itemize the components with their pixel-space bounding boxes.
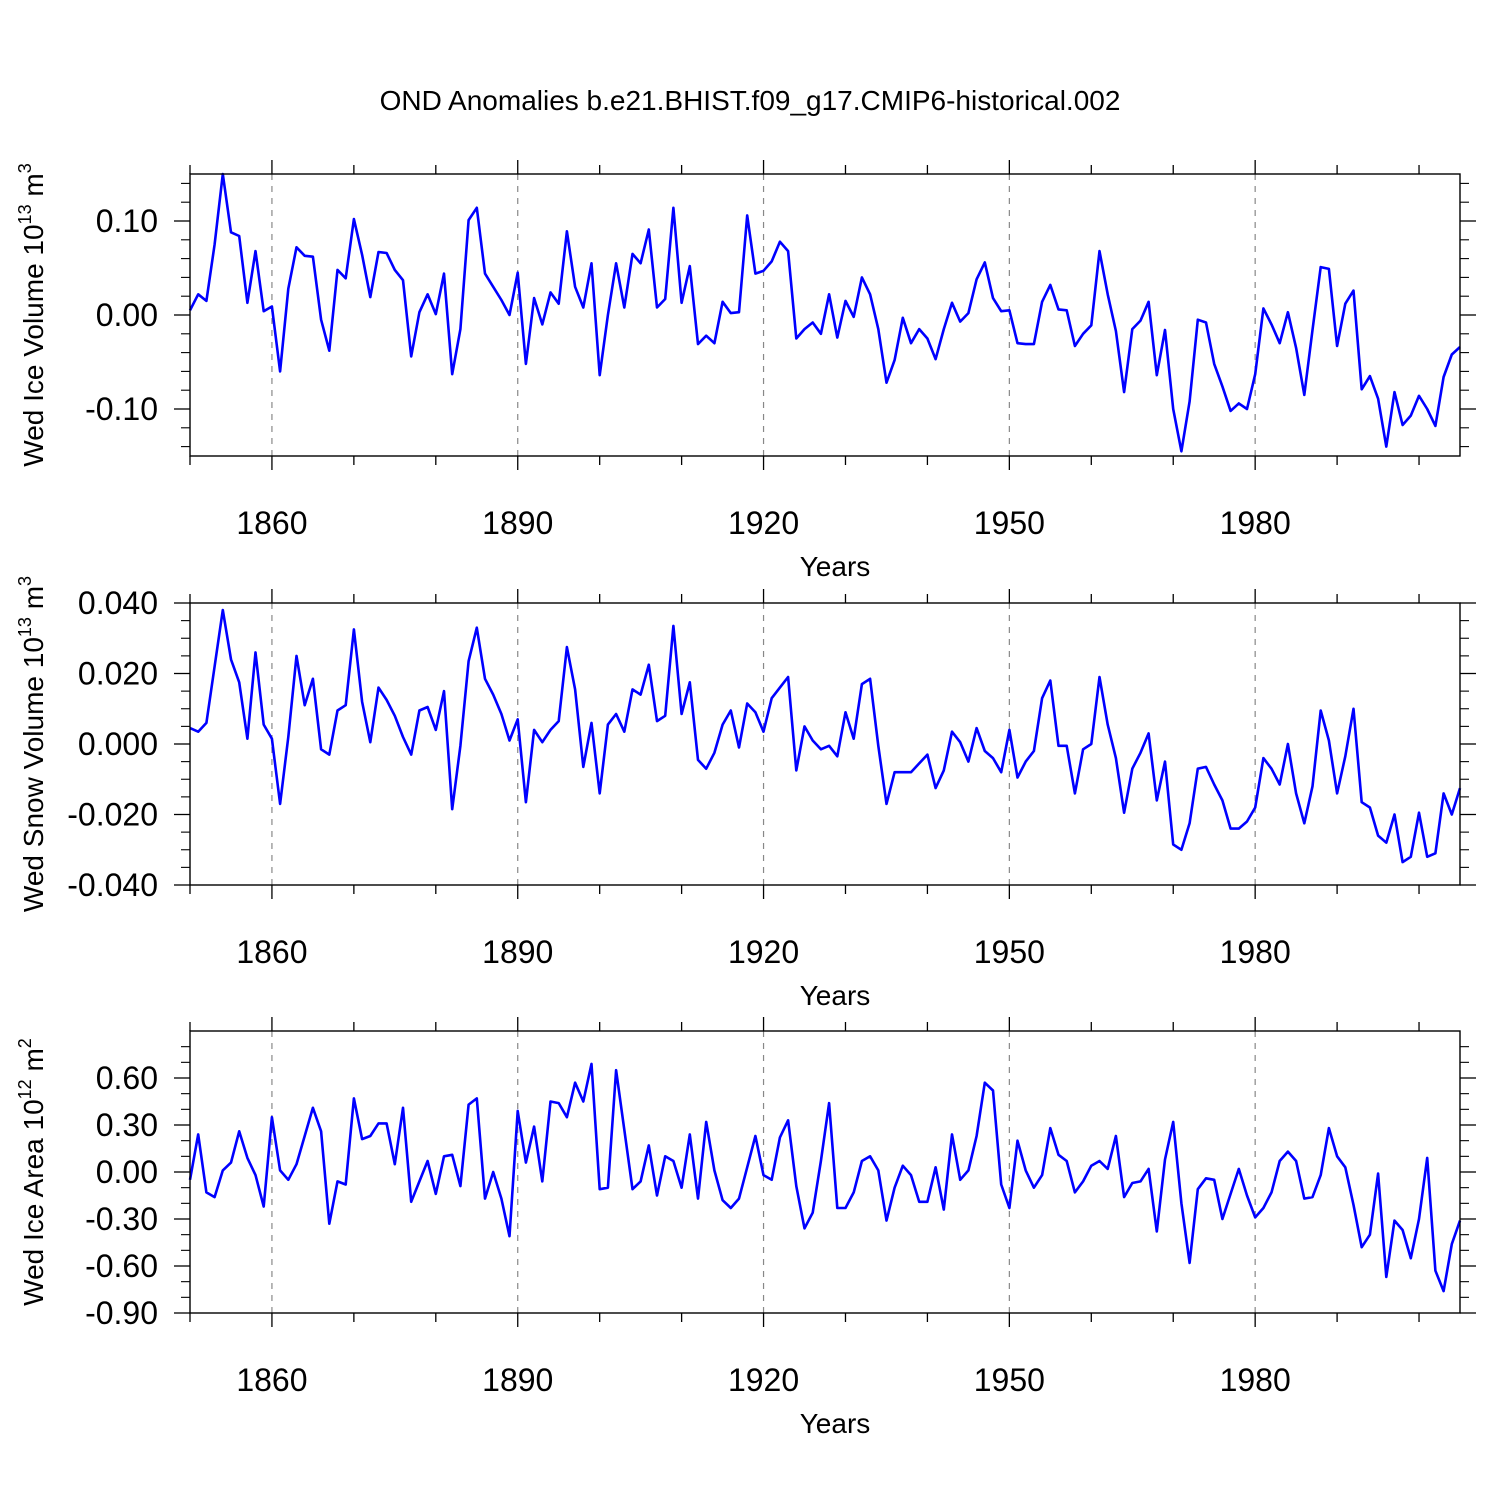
y-tick-label: -0.020 (67, 797, 158, 833)
x-axis-label: Years (800, 1408, 871, 1439)
x-tick-label: 1860 (236, 934, 307, 970)
y-axis-label-main: Wed Ice Area 10 (18, 1099, 49, 1306)
y-axis-label-unit: m (18, 586, 49, 617)
x-tick-label: 1980 (1220, 505, 1291, 541)
y-axis-label-main: Wed Snow Volume 10 (18, 637, 49, 912)
ice-volume-series-line (188, 172, 1461, 453)
x-axis-label: Years (800, 980, 871, 1011)
y-axis-label-exponent: 12 (15, 1079, 35, 1099)
ice-area-panel: 1860 1890 1920 1950 1980 -0.90 -0.60 -0.30 0.00 0… (15, 1017, 1476, 1439)
y-axis-label-unit: m (18, 1048, 49, 1079)
y-tick-label: -0.30 (85, 1201, 158, 1237)
y-tick-label: 0.020 (78, 656, 158, 692)
ice-area-series-line (188, 1062, 1462, 1293)
x-tick-label: 1890 (482, 1362, 553, 1398)
y-axis-label-unit: m (18, 173, 49, 204)
y-tick-label: 0.00 (96, 297, 158, 333)
snow-volume-panel: 1860 1890 1920 1950 1980 -0.040 -0.020 0.000 0.0… (15, 576, 1476, 1011)
y-tick-label: 0.040 (78, 585, 158, 621)
x-tick-label: 1920 (728, 934, 799, 970)
x-tick-label: 1950 (974, 934, 1045, 970)
x-axis-label: Years (800, 551, 871, 582)
y-axis-label-exponent: 13 (15, 204, 35, 224)
y-tick-label: 0.00 (96, 1154, 158, 1190)
y-tick-label: 0.000 (78, 726, 158, 762)
plot-frame (189, 173, 1461, 457)
x-tick-label: 1950 (974, 505, 1045, 541)
x-tick-label: 1860 (236, 505, 307, 541)
x-tick-label: 1950 (974, 1362, 1045, 1398)
y-tick-label: -0.040 (67, 867, 158, 903)
y-axis-label: Wed Snow Volume 1013 m3 (15, 576, 49, 912)
x-tick-label: 1920 (728, 1362, 799, 1398)
x-tick-label: 1920 (728, 505, 799, 541)
y-axis-label-unit-exponent: 2 (15, 1038, 35, 1048)
x-tick-label: 1890 (482, 934, 553, 970)
y-tick-label: 0.10 (96, 203, 158, 239)
y-axis-label: Wed Ice Volume 1013 m3 (15, 163, 49, 466)
y-axis-label-unit-exponent: 3 (15, 576, 35, 586)
y-tick-label: -0.60 (85, 1248, 158, 1284)
x-tick-label: 1980 (1220, 1362, 1291, 1398)
x-tick-label: 1890 (482, 505, 553, 541)
plot-frame (189, 602, 1461, 886)
y-tick-label: 0.60 (96, 1060, 158, 1096)
plot-frame (189, 1030, 1461, 1314)
ice-volume-panel: 1860 1890 1920 1950 1980 -0.10 0.00 0.10 Years We… (15, 160, 1476, 582)
y-tick-label: -0.10 (85, 391, 158, 427)
x-tick-label: 1980 (1220, 934, 1291, 970)
y-tick-label: -0.90 (85, 1295, 158, 1331)
y-axis-label-unit-exponent: 3 (15, 163, 35, 173)
y-axis-label: Wed Ice Area 1012 m2 (15, 1038, 49, 1306)
snow-volume-series-line (189, 608, 1462, 864)
y-axis-label-exponent: 13 (15, 617, 35, 637)
y-tick-label: 0.30 (96, 1107, 158, 1143)
x-tick-label: 1860 (236, 1362, 307, 1398)
figure-title: OND Anomalies b.e21.BHIST.f09_g17.CMIP6-… (380, 85, 1121, 116)
y-axis-label-main: Wed Ice Volume 10 (18, 224, 49, 466)
